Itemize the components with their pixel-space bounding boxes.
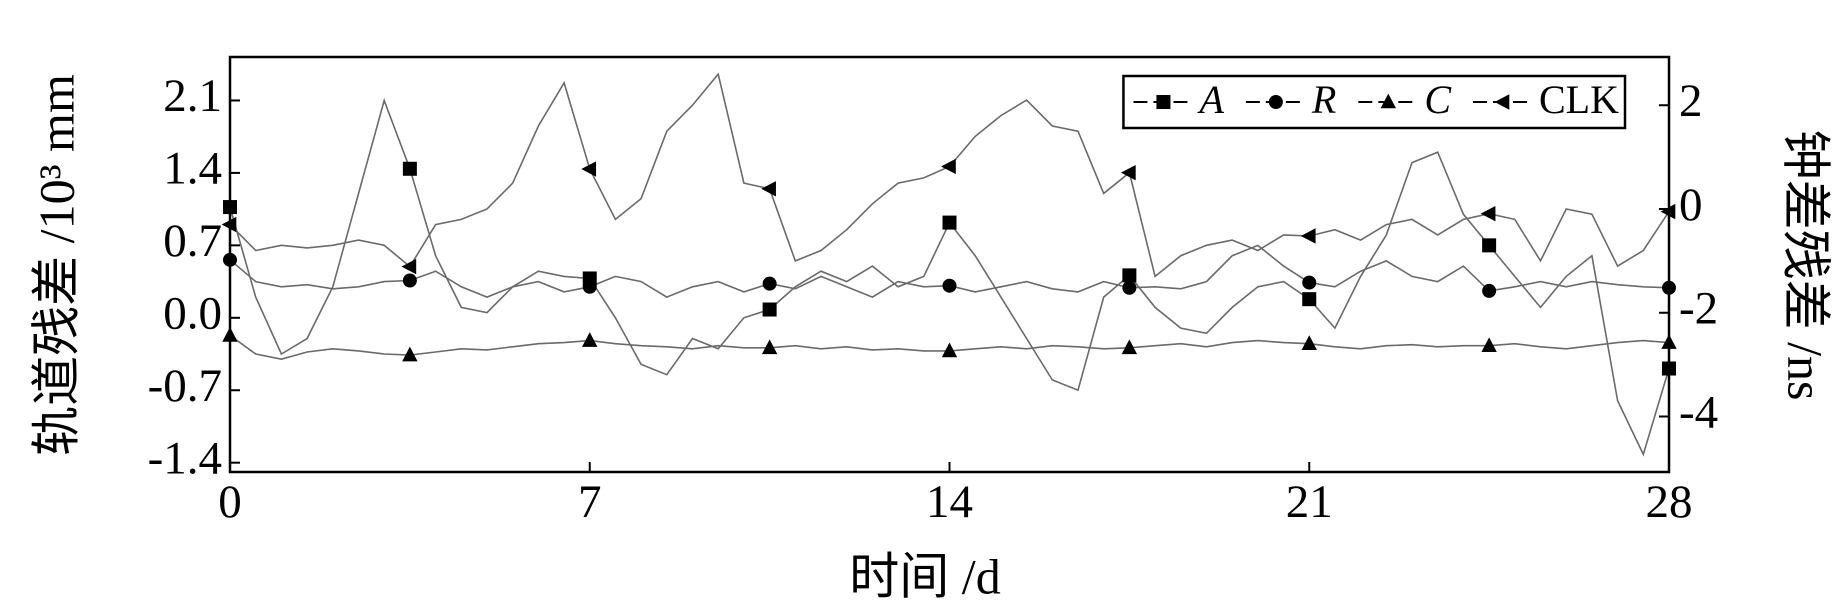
legend-box [1122,74,1627,130]
plot-frame [228,55,1671,474]
marker [942,278,957,293]
x-tick-label: 28 [1646,476,1693,528]
legend-item: R [1245,77,1336,122]
marker [762,302,777,317]
marker [1494,94,1510,110]
y2-tick-label: -4 [1679,386,1718,438]
marker [1122,280,1137,295]
marker [582,279,597,294]
y2-tick-label: 0 [1679,179,1703,231]
legend-label: A [1196,77,1224,122]
legend-item: CLK [1473,77,1619,122]
marker [1482,238,1497,253]
marker [1300,228,1316,244]
y-axis-title: 轨道残差 /10³ mm [28,74,84,456]
y-tick-label: 0.7 [163,215,222,267]
legend-label: CLK [1539,77,1619,122]
marker [1482,283,1497,298]
marker [1268,95,1283,109]
marker [582,332,598,347]
marker [1481,337,1497,353]
legend: A R C CLK [1122,74,1627,130]
marker [402,161,417,176]
x-axis-title: 时间 /d [849,548,1000,604]
marker [1302,292,1317,307]
y-tick-label: 1.4 [163,143,222,195]
marker [1122,268,1137,283]
legend-item: A [1133,77,1224,122]
marker [761,339,778,355]
y2-tick-label: -2 [1679,283,1718,335]
marker [941,158,956,175]
y2-tick-label: 2 [1679,75,1703,127]
legend-item: C [1358,77,1452,122]
x-tick-label: 21 [1286,476,1333,528]
y-tick-label: 2.1 [163,70,222,122]
marker [1380,93,1397,109]
marker [1156,95,1171,109]
legend-label: R [1311,77,1336,122]
y-tick-label: 0.0 [163,288,222,340]
marker [1120,164,1136,181]
legend-label: C [1424,77,1452,122]
marker [402,273,417,288]
marker [942,215,957,230]
marker [1302,275,1317,290]
marker [941,342,958,358]
x-tick-label: 0 [218,476,242,528]
marker [581,161,597,177]
x-tick-label: 14 [926,476,973,528]
x-tick-label: 7 [578,476,602,528]
marker [1301,335,1317,350]
marker [1480,205,1496,222]
marker [761,181,776,197]
marker [762,276,777,291]
marker [402,346,418,362]
y-tick-label: -0.7 [148,360,222,412]
y2-axis-title: 钟差残差 /ns [1778,130,1834,401]
y-tick-label: -1.4 [148,432,222,484]
marker [401,258,417,275]
marker [1121,339,1138,355]
